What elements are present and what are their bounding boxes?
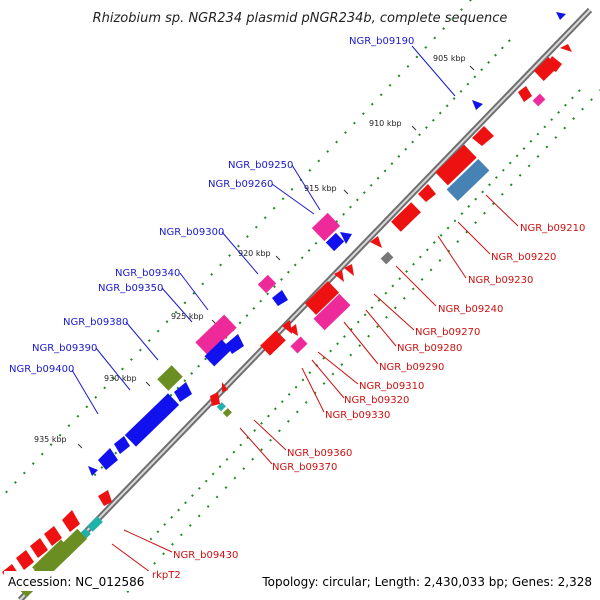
label-NGR_b09370[interactable]: NGR_b09370 [272,462,337,473]
accession-text: Accession: NC_012586 [8,575,144,589]
tick-label-920: 920 kbp [238,249,271,258]
gene-block[interactable] [304,281,340,315]
gene-arrow[interactable] [518,86,532,102]
gene-block[interactable] [157,365,183,391]
gene-arrow[interactable] [472,100,483,110]
gene-block[interactable] [391,202,421,232]
gene-arrow[interactable] [418,184,436,202]
gene-arrow[interactable] [210,392,220,406]
gene-block[interactable] [532,93,546,107]
gene-arrow[interactable] [344,264,354,276]
gene-arrow[interactable] [472,126,494,146]
tick-label-915: 915 kbp [304,184,337,193]
gene-arrow[interactable] [44,526,62,546]
gene-block[interactable] [87,516,103,532]
gene-arrow[interactable] [62,510,80,532]
tick-label-905: 905 kbp [433,54,466,63]
label-NGR_b09320[interactable]: NGR_b09320 [344,395,409,406]
gene-arrow[interactable] [546,56,562,72]
gene-block[interactable] [290,336,308,354]
gene-block[interactable] [325,232,345,252]
gene-block[interactable] [313,293,351,331]
tick-label-910: 910 kbp [369,119,402,128]
label-NGR_b09380[interactable]: NGR_b09380 [63,317,128,328]
gene-block[interactable] [195,314,237,356]
inner-tracks [89,39,581,541]
label-rkpT2[interactable]: rkpT2 [152,570,181,581]
label-NGR_b09250[interactable]: NGR_b09250 [228,160,293,171]
gene-block[interactable] [446,158,490,202]
gene-arrow[interactable] [114,436,130,454]
label-NGR_b09360[interactable]: NGR_b09360 [287,448,352,459]
label-NGR_b09430[interactable]: NGR_b09430 [173,550,238,561]
gene-arrow[interactable] [226,334,244,354]
gene-block[interactable] [257,274,277,294]
label-NGR_b09190[interactable]: NGR_b09190 [349,36,414,47]
label-NGR_b09240[interactable]: NGR_b09240 [438,304,503,315]
label-NGR_b09350[interactable]: NGR_b09350 [98,283,163,294]
label-NGR_b09220[interactable]: NGR_b09220 [491,252,556,263]
reverse-gene-labels: NGR_b09210 NGR_b09220 NGR_b09230 NGR_b09… [111,194,585,581]
gene-arrow[interactable] [16,550,34,570]
gene-block[interactable] [380,251,394,265]
gene-arrow[interactable] [370,236,382,248]
label-NGR_b09310[interactable]: NGR_b09310 [359,381,424,392]
footer-left-bg [4,571,150,591]
gene-arrow[interactable] [30,538,48,558]
topology-text: Topology: circular; Length: 2,430,033 bp… [261,575,592,589]
gene-arrow[interactable] [88,466,98,476]
label-NGR_b09230[interactable]: NGR_b09230 [468,275,533,286]
gene-block[interactable] [222,408,232,418]
label-NGR_b09290[interactable]: NGR_b09290 [379,362,444,373]
map-title: Rhizobium sp. NGR234 plasmid pNGR234b, c… [93,11,508,26]
gene-block[interactable] [435,144,477,186]
label-NGR_b09300[interactable]: NGR_b09300 [159,227,224,238]
gene-arrow[interactable] [98,490,112,506]
gene-arrow[interactable] [98,448,118,470]
sequence-backbone [17,7,593,600]
reverse-strand-genes [16,44,572,598]
label-NGR_b09400[interactable]: NGR_b09400 [9,364,74,375]
gene-arrow[interactable] [340,232,352,244]
label-NGR_b09210[interactable]: NGR_b09210 [520,223,585,234]
gene-block[interactable] [204,339,232,367]
gene-arrow[interactable] [560,44,572,52]
forward-strand-genes [2,12,566,584]
tick-label-935: 935 kbp [34,435,67,444]
label-NGR_b09270[interactable]: NGR_b09270 [415,327,480,338]
label-NGR_b09340[interactable]: NGR_b09340 [115,268,180,279]
forward-gene-labels: NGR_b09190 NGR_b09250 NGR_b09260 NGR_b09… [9,36,456,415]
gene-arrow[interactable] [272,290,288,306]
gene-block[interactable] [260,330,286,356]
footer-right-bg [256,571,596,591]
gene-block[interactable] [124,393,180,447]
label-NGR_b09280[interactable]: NGR_b09280 [397,343,462,354]
gene-arrow[interactable] [222,382,228,392]
gene-arrow[interactable] [556,12,566,20]
gene-block[interactable] [32,539,68,575]
gene-arrow[interactable] [174,382,192,402]
label-NGR_b09390[interactable]: NGR_b09390 [32,343,97,354]
gene-arrow[interactable] [334,270,344,282]
gene-arrow[interactable] [288,324,298,336]
gene-block[interactable] [311,212,341,242]
label-NGR_b09260[interactable]: NGR_b09260 [208,179,273,190]
label-NGR_b09330[interactable]: NGR_b09330 [325,410,390,421]
gene-block[interactable] [216,402,226,412]
